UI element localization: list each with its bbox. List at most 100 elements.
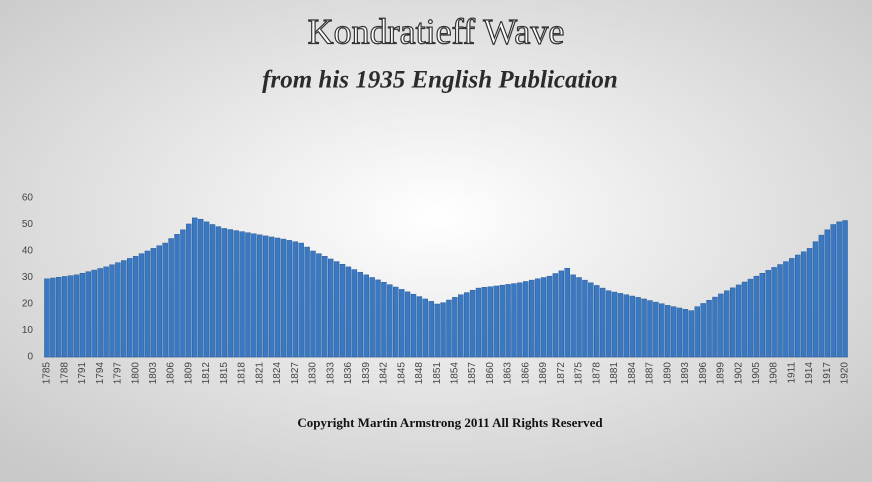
bar [369,277,375,358]
bar [771,267,777,358]
bar [818,234,825,358]
bar [180,229,186,358]
bar [647,300,653,358]
x-tick-label: 1788 [59,362,70,385]
bar [446,299,452,358]
bar [227,229,233,358]
x-tick-label: 1800 [130,362,141,385]
bar [286,240,293,358]
bar [724,290,730,358]
x-tick-label: 1839 [361,362,372,385]
bar [493,285,499,358]
bar [594,285,600,358]
bar [363,274,369,358]
bar [605,290,612,358]
x-tick-label: 1857 [467,362,478,385]
bar [540,277,547,358]
bar [576,277,582,358]
y-tick-label: 50 [22,219,34,230]
x-tick-label: 1824 [272,362,283,385]
bar [434,303,440,358]
bar [440,302,446,358]
y-tick-label: 0 [27,352,33,363]
x-tick-label: 1797 [113,362,124,385]
bar [186,223,192,358]
bar [144,250,151,358]
bar [422,298,429,358]
bar [316,253,322,358]
bar [393,286,399,358]
x-tick-label: 1872 [556,362,567,385]
bar [103,266,109,358]
bar [398,289,405,358]
bar [109,264,115,358]
bar [375,279,381,358]
y-tick-label: 20 [22,299,34,310]
bar [735,284,742,358]
bar [806,248,813,358]
bar [233,230,239,358]
bar [452,297,458,358]
bar [528,279,535,358]
bar [132,256,139,358]
bar [280,238,287,358]
bar [381,282,387,358]
x-tick-label: 1911 [786,362,797,384]
x-tick-label: 1905 [751,362,762,385]
bar [789,258,795,358]
copyright: Copyright Martin Armstrong 2011 All Righ… [297,415,603,430]
bar [239,231,245,358]
bar [830,224,836,358]
bar [824,229,831,358]
bar [783,261,789,358]
bar [617,293,624,358]
bar [304,246,310,358]
x-tick-label: 1815 [219,362,230,385]
x-tick-label: 1875 [574,362,585,385]
bar [351,269,358,358]
bar [138,253,145,358]
bar [333,261,340,358]
bar [97,268,103,358]
x-tick-label: 1806 [166,362,177,385]
bar [688,310,695,358]
x-tick-label: 1818 [237,362,248,385]
bar [676,307,683,358]
bar [251,233,257,358]
bar [842,220,848,358]
chart-title: Kondratieff Wave [308,11,565,51]
x-tick-label: 1899 [716,362,727,385]
x-tick-label: 1890 [662,362,673,385]
x-tick-label: 1917 [822,362,833,385]
bar [458,294,464,358]
bar [659,303,665,358]
x-tick-label: 1836 [343,362,354,385]
x-tick-label: 1785 [42,362,53,385]
bar [570,274,576,358]
chart-subtitle: from his 1935 English Publication [262,67,618,94]
x-tick-label: 1827 [290,362,301,385]
bar [61,276,68,358]
x-tick-label: 1791 [77,362,88,385]
bar [357,271,364,358]
x-tick-label: 1842 [379,362,390,385]
y-tick-label: 40 [22,246,34,257]
x-tick-label: 1821 [254,362,265,385]
bar [73,274,80,358]
bar [588,282,594,358]
bar [812,241,819,358]
bar [150,248,157,358]
x-tick-label: 1908 [769,362,780,385]
bar [670,306,677,358]
bar [387,284,393,358]
bar [712,296,718,358]
bar [499,284,505,358]
x-tick-label: 1848 [414,362,425,385]
x-tick-label: 1881 [609,362,620,385]
bar [564,267,570,358]
bar [546,275,553,358]
bar [534,278,541,358]
bar [641,298,647,358]
